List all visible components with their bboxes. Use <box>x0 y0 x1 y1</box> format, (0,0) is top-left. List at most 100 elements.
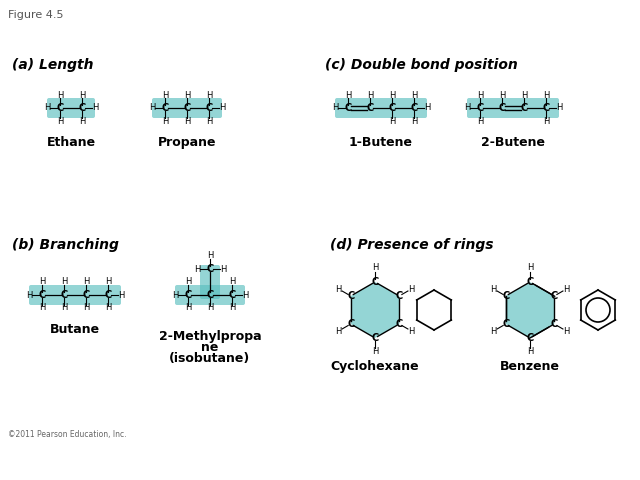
Text: C: C <box>184 103 191 113</box>
Text: C: C <box>502 291 509 301</box>
Text: H: H <box>543 117 549 125</box>
Text: H: H <box>162 91 168 99</box>
Text: H: H <box>411 117 417 125</box>
Text: (c) Double bond position: (c) Double bond position <box>325 58 518 72</box>
Text: H: H <box>389 117 395 125</box>
Text: H: H <box>184 91 190 99</box>
Text: H: H <box>345 91 351 99</box>
Text: ne: ne <box>202 341 219 354</box>
Text: H: H <box>372 348 378 357</box>
FancyBboxPatch shape <box>467 98 559 118</box>
Text: H: H <box>206 117 212 125</box>
Text: H: H <box>335 326 342 336</box>
Text: C: C <box>78 103 86 113</box>
Text: (d) Presence of rings: (d) Presence of rings <box>330 238 493 252</box>
Polygon shape <box>351 282 399 338</box>
Text: C: C <box>410 103 418 113</box>
Text: H: H <box>79 117 85 125</box>
Text: 2-Methylpropa: 2-Methylpropa <box>159 330 261 343</box>
Text: C: C <box>60 290 68 300</box>
Text: H: H <box>499 91 505 99</box>
Text: H: H <box>61 277 67 287</box>
Text: C: C <box>476 103 484 113</box>
Text: H: H <box>207 303 213 312</box>
FancyBboxPatch shape <box>47 98 95 118</box>
Text: H: H <box>39 277 45 287</box>
Text: H: H <box>26 290 32 300</box>
Text: H: H <box>185 303 191 312</box>
Text: H: H <box>477 91 483 99</box>
Text: H: H <box>408 326 415 336</box>
Text: C: C <box>83 290 90 300</box>
Text: H: H <box>229 277 235 287</box>
Text: H: H <box>219 104 225 112</box>
Text: H: H <box>229 303 235 312</box>
Text: H: H <box>490 285 497 293</box>
Text: 1-Butene: 1-Butene <box>349 136 413 149</box>
Text: H: H <box>332 104 338 112</box>
Text: H: H <box>57 91 63 99</box>
Text: C: C <box>347 319 355 329</box>
Text: H: H <box>490 326 497 336</box>
Text: C: C <box>104 290 111 300</box>
Text: 2-Butene: 2-Butene <box>481 136 545 149</box>
Text: H: H <box>477 117 483 125</box>
Text: C: C <box>347 291 355 301</box>
Text: C: C <box>396 319 403 329</box>
Text: C: C <box>396 291 403 301</box>
Text: H: H <box>207 252 213 261</box>
Text: C: C <box>205 103 212 113</box>
Text: H: H <box>83 277 89 287</box>
Text: H: H <box>39 303 45 312</box>
Text: C: C <box>520 103 527 113</box>
Text: H: H <box>194 264 200 274</box>
Text: C: C <box>371 333 379 343</box>
Text: C: C <box>161 103 168 113</box>
Text: C: C <box>388 103 396 113</box>
Text: H: H <box>44 104 50 112</box>
FancyBboxPatch shape <box>200 265 220 299</box>
Text: H: H <box>527 264 533 273</box>
Text: C: C <box>206 290 214 300</box>
Text: (isobutane): (isobutane) <box>170 352 251 365</box>
Text: ©2011 Pearson Education, Inc.: ©2011 Pearson Education, Inc. <box>8 430 127 439</box>
FancyBboxPatch shape <box>29 285 121 305</box>
Text: H: H <box>556 104 562 112</box>
Text: H: H <box>185 277 191 287</box>
Text: H: H <box>172 290 178 300</box>
Text: C: C <box>38 290 45 300</box>
Text: H: H <box>149 104 155 112</box>
Text: H: H <box>118 290 124 300</box>
Text: C: C <box>526 333 534 343</box>
Text: C: C <box>499 103 506 113</box>
Text: H: H <box>92 104 98 112</box>
Text: H: H <box>411 91 417 99</box>
FancyBboxPatch shape <box>152 98 222 118</box>
Text: Butane: Butane <box>50 323 100 336</box>
Text: C: C <box>184 290 191 300</box>
Text: H: H <box>527 348 533 357</box>
FancyBboxPatch shape <box>335 98 427 118</box>
Text: C: C <box>371 277 379 287</box>
Text: C: C <box>206 264 214 274</box>
Text: H: H <box>83 303 89 312</box>
Text: H: H <box>563 326 570 336</box>
Text: H: H <box>389 91 395 99</box>
Text: C: C <box>344 103 351 113</box>
Text: C: C <box>542 103 550 113</box>
Text: H: H <box>206 91 212 99</box>
Text: H: H <box>184 117 190 125</box>
Text: H: H <box>372 264 378 273</box>
Text: H: H <box>424 104 430 112</box>
Text: C: C <box>366 103 374 113</box>
Text: C: C <box>502 319 509 329</box>
Text: Benzene: Benzene <box>500 360 560 373</box>
Polygon shape <box>506 282 554 338</box>
Text: H: H <box>162 117 168 125</box>
Text: C: C <box>526 277 534 287</box>
Text: H: H <box>521 91 527 99</box>
Text: H: H <box>242 290 248 300</box>
Text: H: H <box>543 91 549 99</box>
Text: H: H <box>464 104 470 112</box>
Text: (b) Branching: (b) Branching <box>12 238 119 252</box>
